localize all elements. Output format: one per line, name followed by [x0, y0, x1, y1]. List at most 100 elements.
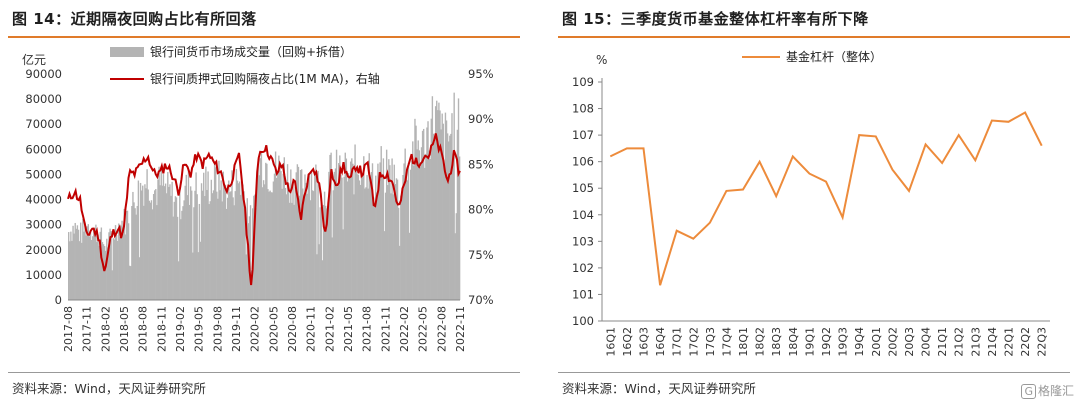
volume-bar — [87, 224, 89, 300]
volume-bar — [355, 169, 357, 300]
volume-bar — [112, 238, 115, 300]
right-chart: % 100 101 102 103 104 105 106 107 108 109 16Q1 16Q2 1… — [572, 49, 1050, 357]
right-x-tick-label: 18Q3 — [770, 327, 783, 357]
volume-bar — [444, 112, 447, 301]
volume-bar — [401, 195, 403, 300]
volume-bar — [201, 190, 204, 300]
volume-bar — [187, 170, 190, 300]
volume-bar — [114, 225, 117, 300]
left-x-tick-label: 2019-05 — [193, 306, 206, 352]
volume-bar — [213, 161, 216, 300]
volume-bar — [237, 183, 240, 300]
volume-bar — [321, 260, 324, 300]
volume-bar — [322, 204, 325, 300]
volume-bar — [118, 223, 120, 300]
volume-bar — [135, 214, 137, 300]
volume-bar — [241, 182, 243, 300]
volume-bar — [249, 205, 252, 300]
volume-bar — [285, 194, 288, 300]
volume-bar — [451, 113, 453, 301]
volume-bar — [293, 204, 295, 300]
legend-label-volume: 银行间货币市场成交量（回购+拆借） — [150, 44, 352, 59]
left-y-tick-label: 90000 — [25, 67, 62, 81]
right-x-tick-label: 17Q2 — [687, 327, 700, 357]
volume-bar — [335, 149, 338, 300]
left-y-tick-label: 20000 — [25, 243, 62, 257]
left-x-tick-label: 2019-08 — [211, 306, 224, 352]
left-y-tick-label: 30000 — [25, 218, 62, 232]
volume-bar — [297, 166, 300, 300]
volume-bar — [341, 177, 343, 300]
right-x-tick-label: 22Q1 — [1003, 327, 1016, 357]
volume-bar — [88, 236, 91, 300]
right-y-unit-label: % — [596, 53, 607, 67]
volume-bar — [123, 208, 125, 300]
right-x-tick-label: 20Q1 — [870, 327, 883, 357]
volume-bar — [443, 163, 446, 300]
left-x-tick-label: 2017-11 — [81, 306, 94, 352]
volume-bar — [442, 123, 444, 300]
volume-bar — [279, 163, 281, 300]
volume-bar — [167, 172, 169, 300]
right-y-tick-label: 101 — [572, 287, 594, 301]
right-y-tick-label: 109 — [572, 75, 594, 89]
volume-bar — [132, 191, 134, 300]
volume-bar — [379, 162, 381, 300]
volume-bar — [194, 190, 196, 300]
volume-bar — [120, 225, 122, 300]
right-x-tick-label: 19Q2 — [820, 327, 833, 357]
volume-bar — [340, 174, 342, 300]
volume-bar — [162, 174, 165, 300]
volume-bar — [174, 196, 177, 300]
volume-bar — [265, 162, 267, 300]
volume-bar — [119, 237, 121, 300]
right-y-tick-label: 108 — [572, 102, 594, 116]
volume-bar — [223, 186, 226, 300]
volume-bar — [99, 231, 101, 300]
volume-bar — [357, 174, 360, 300]
volume-bar — [181, 210, 183, 300]
volume-bar — [440, 129, 442, 300]
volume-bar — [299, 169, 302, 300]
volume-bar — [75, 228, 78, 300]
volume-bar — [192, 252, 194, 300]
volume-bar — [156, 205, 158, 300]
volume-bar — [232, 197, 234, 300]
volume-bar — [235, 168, 238, 300]
left-y-tick-label: 10000 — [25, 268, 62, 282]
volume-bar — [389, 165, 391, 300]
volume-bar — [268, 191, 270, 300]
right-x-tick-label: 20Q2 — [886, 327, 899, 357]
volume-bar — [397, 207, 400, 300]
volume-bar — [72, 225, 74, 300]
left-y-tick-label: 0 — [55, 293, 62, 307]
right-y-tick-label: 90% — [468, 112, 494, 126]
volume-bar — [358, 180, 361, 300]
right-x-tick-label: 18Q4 — [787, 327, 800, 357]
right-y-tick-label: 80% — [468, 203, 494, 217]
volume-bar — [318, 244, 320, 300]
volume-bar — [290, 169, 292, 300]
volume-bar — [453, 92, 455, 300]
volume-bar — [210, 179, 213, 300]
left-x-tick-label: 2021-02 — [323, 306, 336, 352]
volume-bar — [369, 179, 372, 300]
volume-bar — [364, 188, 366, 300]
volume-bar — [286, 164, 289, 300]
left-y-tick-label: 60000 — [25, 142, 62, 156]
volume-bar — [256, 170, 258, 300]
volume-bar — [446, 133, 449, 300]
volume-bar — [336, 186, 339, 300]
volume-bar — [154, 190, 156, 300]
volume-bar — [284, 187, 287, 300]
volume-bar — [365, 187, 367, 300]
volume-bar — [250, 270, 253, 300]
volume-bar — [257, 159, 259, 300]
volume-bar — [384, 192, 387, 300]
volume-bar — [376, 192, 378, 300]
volume-bar — [85, 235, 87, 300]
volume-bar — [126, 210, 129, 300]
volume-bar — [310, 171, 313, 300]
volume-bar — [445, 120, 448, 301]
volume-bar — [454, 233, 456, 300]
